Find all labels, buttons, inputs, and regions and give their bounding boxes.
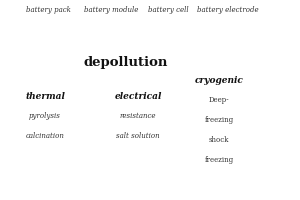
Text: salt solution: salt solution xyxy=(116,132,160,140)
Text: battery module: battery module xyxy=(84,6,138,14)
Text: freezing: freezing xyxy=(204,156,234,164)
Text: depollution: depollution xyxy=(84,56,168,69)
Text: battery cell: battery cell xyxy=(148,6,188,14)
Text: electrical: electrical xyxy=(114,92,162,101)
Text: battery electrode: battery electrode xyxy=(197,6,259,14)
Text: battery pack: battery pack xyxy=(26,6,70,14)
Text: thermal: thermal xyxy=(25,92,65,101)
Text: freezing: freezing xyxy=(204,116,234,124)
Text: resistance: resistance xyxy=(120,112,156,120)
Text: Deep-: Deep- xyxy=(209,96,229,104)
Text: calcination: calcination xyxy=(26,132,64,140)
Text: cryogenic: cryogenic xyxy=(195,76,243,85)
Text: shock: shock xyxy=(209,136,229,144)
Text: pyrolysis: pyrolysis xyxy=(29,112,61,120)
